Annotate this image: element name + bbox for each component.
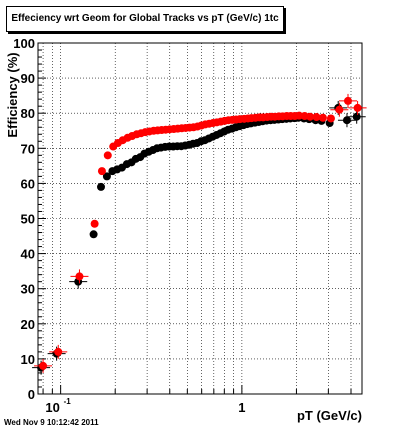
x-axis-label: pT (GeV/c) [297, 408, 362, 423]
data-point [335, 105, 344, 114]
y-tick-label: 90 [21, 71, 35, 86]
data-point [39, 361, 48, 370]
y-tick-label: 60 [21, 176, 35, 191]
y-tick-label: 100 [13, 36, 35, 51]
x-tick-label: 10 [45, 400, 59, 415]
chart-title-box: Effeciency wrt Geom for Global Tracks vs… [6, 6, 284, 32]
data-point [306, 112, 315, 121]
y-tick-label: 80 [21, 106, 35, 121]
y-axis-label: Efficiency (%) [5, 52, 20, 137]
tick-labels: 0 10 20 30 40 50 60 70 80 90 100 10 -1 1 [13, 36, 245, 415]
footer-timestamp: Wed Nov 9 10:12:42 2011 [4, 418, 99, 427]
data-point [89, 230, 98, 239]
axis-ticks [38, 42, 352, 395]
data-point [90, 219, 99, 228]
data-point [352, 112, 361, 121]
data-points [32, 93, 367, 375]
x-tick-label: 1 [238, 400, 245, 415]
data-point [103, 151, 112, 160]
data-point [326, 114, 335, 123]
x-tick-label-exponent: -1 [64, 397, 72, 406]
data-point [343, 96, 352, 105]
data-point [353, 103, 362, 112]
data-point [97, 182, 106, 191]
y-tick-label: 30 [21, 282, 35, 297]
y-tick-label: 20 [21, 317, 35, 332]
data-point [97, 167, 106, 176]
data-point [312, 113, 321, 122]
data-point [342, 116, 351, 125]
data-point [75, 272, 84, 281]
chart-title: Effeciency wrt Geom for Global Tracks vs… [11, 13, 279, 24]
y-tick-label: 70 [21, 141, 35, 156]
y-tick-label: 10 [21, 352, 35, 367]
data-point [102, 172, 111, 181]
y-tick-label: 0 [28, 387, 35, 402]
y-tick-label: 50 [21, 212, 35, 227]
data-point [54, 347, 63, 356]
data-point [318, 113, 327, 122]
y-tick-label: 40 [21, 247, 35, 262]
chart-grid [38, 43, 362, 394]
